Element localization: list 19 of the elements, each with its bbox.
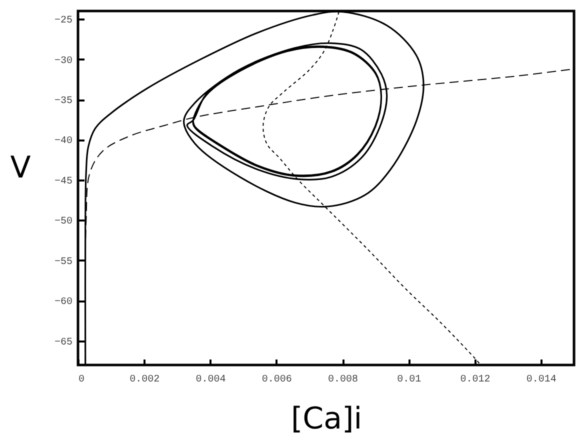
y-tick-label: −50 (54, 216, 72, 228)
y-tick-label: −30 (54, 56, 72, 67)
x-tick-label: 0.01 (397, 374, 422, 386)
y-tick-label: −45 (54, 176, 72, 188)
y-tick-label: −65 (54, 337, 72, 348)
y-axis-title: V (10, 150, 32, 186)
x-tick-label: 0 (78, 374, 85, 386)
x-tick-label: 0.004 (196, 374, 226, 386)
y-tick-label: −55 (54, 256, 72, 268)
x-tick-label: 0.012 (460, 374, 490, 386)
y-tick-label: −40 (54, 136, 72, 148)
y-tick-label: −35 (54, 96, 72, 107)
x-tick-label: 0.006 (262, 374, 292, 386)
y-tick-label: −25 (54, 16, 72, 27)
x-tick-label: 0.008 (328, 374, 358, 386)
x-tick-label: 0.014 (526, 374, 556, 386)
x-axis-title: [Ca]i (290, 402, 362, 436)
y-tick-label: −60 (54, 297, 72, 308)
x-tick-label: 0.002 (130, 374, 160, 386)
